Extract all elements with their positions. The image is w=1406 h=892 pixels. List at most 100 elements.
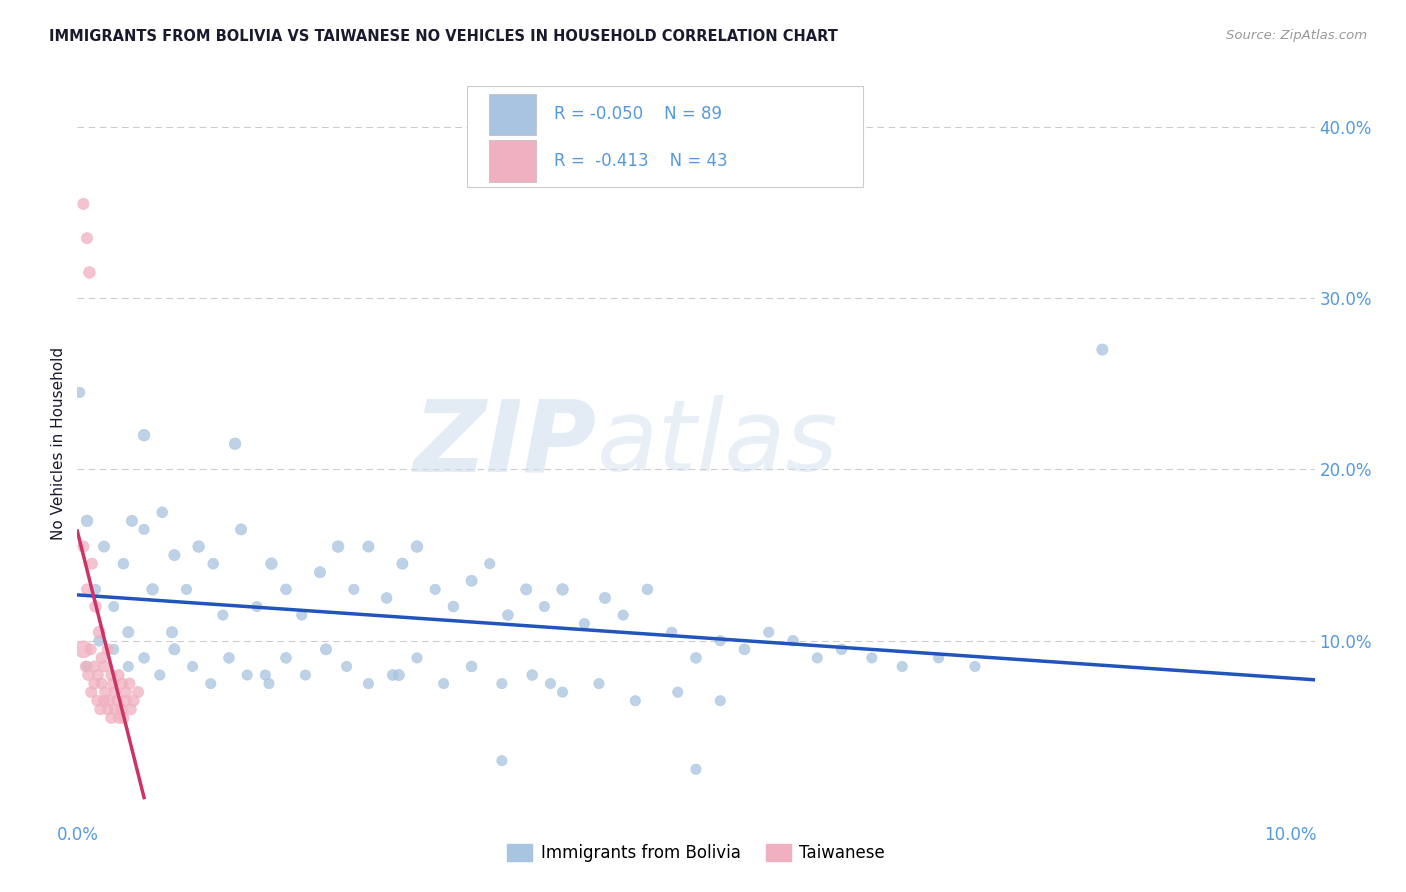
Point (103, 642, 125, 657)
Point (381, 668, 404, 682)
Point (163, 642, 186, 657)
Point (150, 505, 173, 519)
Point (388, 668, 411, 682)
Point (141, 582, 163, 597)
Point (260, 557, 283, 571)
Point (274, 651, 297, 665)
Point (254, 668, 277, 682)
FancyBboxPatch shape (467, 86, 863, 187)
Point (90, 651, 112, 665)
Point (75, 659, 97, 673)
Point (375, 591, 398, 605)
Point (112, 711, 135, 725)
Point (212, 608, 235, 623)
Point (111, 676, 134, 690)
Point (84, 582, 107, 597)
Point (734, 642, 756, 657)
Text: Source: ZipAtlas.com: Source: ZipAtlas.com (1226, 29, 1367, 42)
Point (117, 625, 139, 640)
Point (758, 625, 780, 640)
Text: R =  -0.413    N = 43: R = -0.413 N = 43 (554, 153, 727, 170)
Point (309, 566, 332, 580)
Point (121, 514, 143, 528)
Point (103, 599, 125, 614)
Point (891, 659, 914, 673)
Point (257, 676, 280, 690)
Point (72, 540, 94, 554)
Point (246, 599, 269, 614)
Point (406, 651, 429, 665)
Point (551, 582, 574, 597)
Point (110, 702, 132, 716)
Point (661, 625, 683, 640)
Point (176, 582, 198, 597)
Point (291, 608, 314, 623)
Text: IMMIGRANTS FROM BOLIVIA VS TAIWANESE NO VEHICLES IN HOUSEHOLD CORRELATION CHART: IMMIGRANTS FROM BOLIVIA VS TAIWANESE NO … (49, 29, 838, 44)
Point (122, 694, 145, 708)
Point (76, 231, 98, 245)
Point (76, 659, 98, 673)
Point (100, 711, 122, 725)
Point (79, 265, 101, 279)
Point (685, 762, 707, 776)
Legend: Immigrants from Bolivia, Taiwanese: Immigrants from Bolivia, Taiwanese (501, 838, 891, 869)
Point (132, 428, 155, 442)
Point (87, 668, 110, 682)
FancyBboxPatch shape (489, 140, 536, 182)
Point (72, 197, 94, 211)
Point (315, 642, 337, 657)
Point (118, 676, 141, 690)
Point (108, 711, 131, 725)
Point (89, 625, 111, 640)
Point (229, 523, 252, 537)
Point (343, 582, 366, 597)
Point (181, 659, 204, 673)
Point (132, 651, 155, 665)
Point (636, 582, 658, 597)
Point (115, 694, 138, 708)
Point (963, 659, 986, 673)
Text: ZIP: ZIP (413, 395, 598, 492)
Point (86, 694, 108, 708)
Point (101, 676, 124, 690)
Point (336, 659, 359, 673)
Point (97, 702, 120, 716)
Point (93, 659, 115, 673)
Point (236, 668, 259, 682)
Point (588, 676, 610, 690)
Point (200, 676, 222, 690)
Point (84, 599, 107, 614)
Point (107, 668, 129, 682)
Point (69, 385, 91, 400)
Point (478, 557, 501, 571)
Point (574, 616, 596, 631)
Point (538, 676, 561, 690)
Point (104, 702, 127, 716)
Point (357, 676, 380, 690)
Point (515, 582, 537, 597)
Point (94, 685, 117, 699)
Point (425, 582, 447, 597)
Point (491, 676, 513, 690)
Point (685, 651, 707, 665)
Point (533, 599, 555, 614)
Point (80, 557, 103, 571)
Point (89, 633, 111, 648)
Point (928, 651, 950, 665)
Point (522, 668, 544, 682)
Point (441, 599, 464, 614)
Point (357, 540, 380, 554)
Point (202, 557, 225, 571)
Point (709, 694, 731, 708)
Point (460, 659, 482, 673)
Point (76, 514, 98, 528)
Point (496, 608, 519, 623)
Point (391, 557, 413, 571)
Point (105, 694, 128, 708)
Point (666, 685, 689, 699)
Point (79, 642, 101, 657)
Point (612, 608, 634, 623)
Point (551, 685, 574, 699)
Point (89, 702, 111, 716)
Point (83, 659, 105, 673)
